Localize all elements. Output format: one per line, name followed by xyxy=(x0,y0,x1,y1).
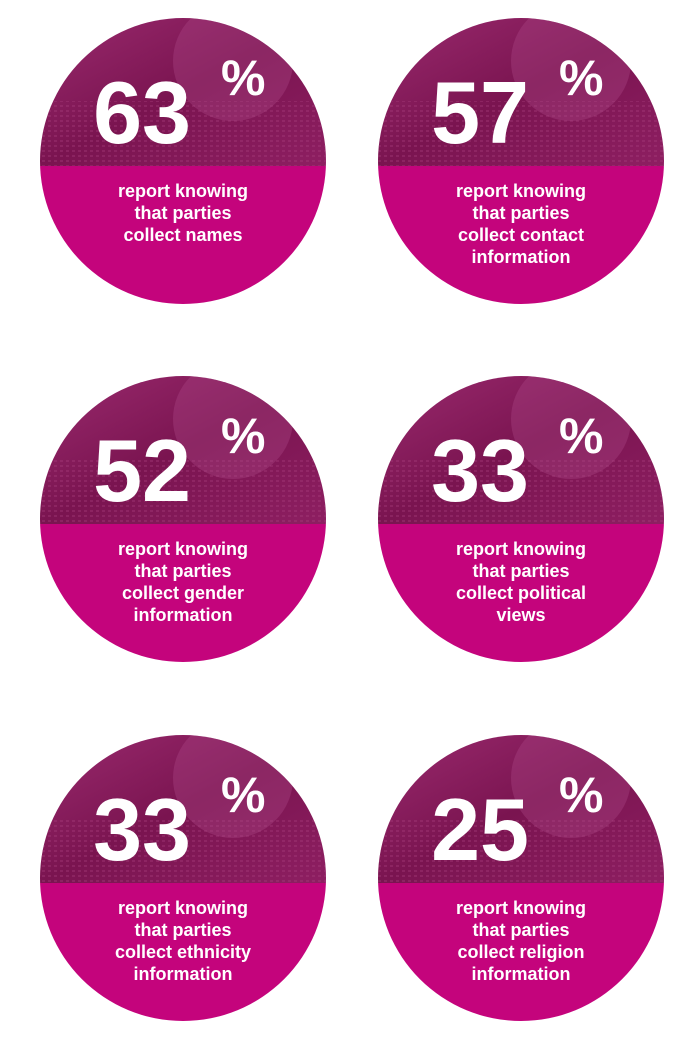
stat-unit: % xyxy=(221,50,265,106)
stat-description: report knowing xyxy=(118,898,248,918)
badge-texture xyxy=(40,818,326,883)
stat-description: collect religion xyxy=(457,942,584,962)
badge-texture xyxy=(378,818,664,883)
stat-description: collect names xyxy=(123,225,242,245)
stat-description: collect contact xyxy=(458,225,584,245)
stat-description: that parties xyxy=(472,203,569,223)
stat-unit: % xyxy=(559,408,603,464)
stat-value: 33 xyxy=(93,780,191,879)
stat-description: information xyxy=(134,964,233,984)
stat-unit: % xyxy=(559,50,603,106)
stat-description: information xyxy=(472,964,571,984)
stat-description: views xyxy=(496,605,545,625)
badge-texture xyxy=(378,459,664,524)
stat-description: that parties xyxy=(134,203,231,223)
badge-texture xyxy=(40,459,326,524)
stat-description: that parties xyxy=(472,920,569,940)
stat-description: collect gender xyxy=(122,583,244,603)
stat-description: that parties xyxy=(134,561,231,581)
badge-texture xyxy=(40,101,326,166)
stat-description: that parties xyxy=(134,920,231,940)
stat-unit: % xyxy=(559,767,603,823)
stat-description: collect ethnicity xyxy=(115,942,251,962)
stat-value: 33 xyxy=(431,421,529,520)
stat-value: 57 xyxy=(431,63,529,162)
stat-value: 52 xyxy=(93,421,191,520)
stat-description: information xyxy=(472,247,571,267)
stat-description: report knowing xyxy=(118,181,248,201)
stat-description: that parties xyxy=(472,561,569,581)
stat-unit: % xyxy=(221,767,265,823)
stat-description: report knowing xyxy=(118,539,248,559)
stat-unit: % xyxy=(221,408,265,464)
stat-value: 63 xyxy=(93,63,191,162)
stat-description: report knowing xyxy=(456,539,586,559)
badge-texture xyxy=(378,101,664,166)
stat-value: 25 xyxy=(431,780,529,879)
stat-description: report knowing xyxy=(456,898,586,918)
stat-description: information xyxy=(134,605,233,625)
stat-description: collect political xyxy=(456,583,586,603)
stat-description: report knowing xyxy=(456,181,586,201)
